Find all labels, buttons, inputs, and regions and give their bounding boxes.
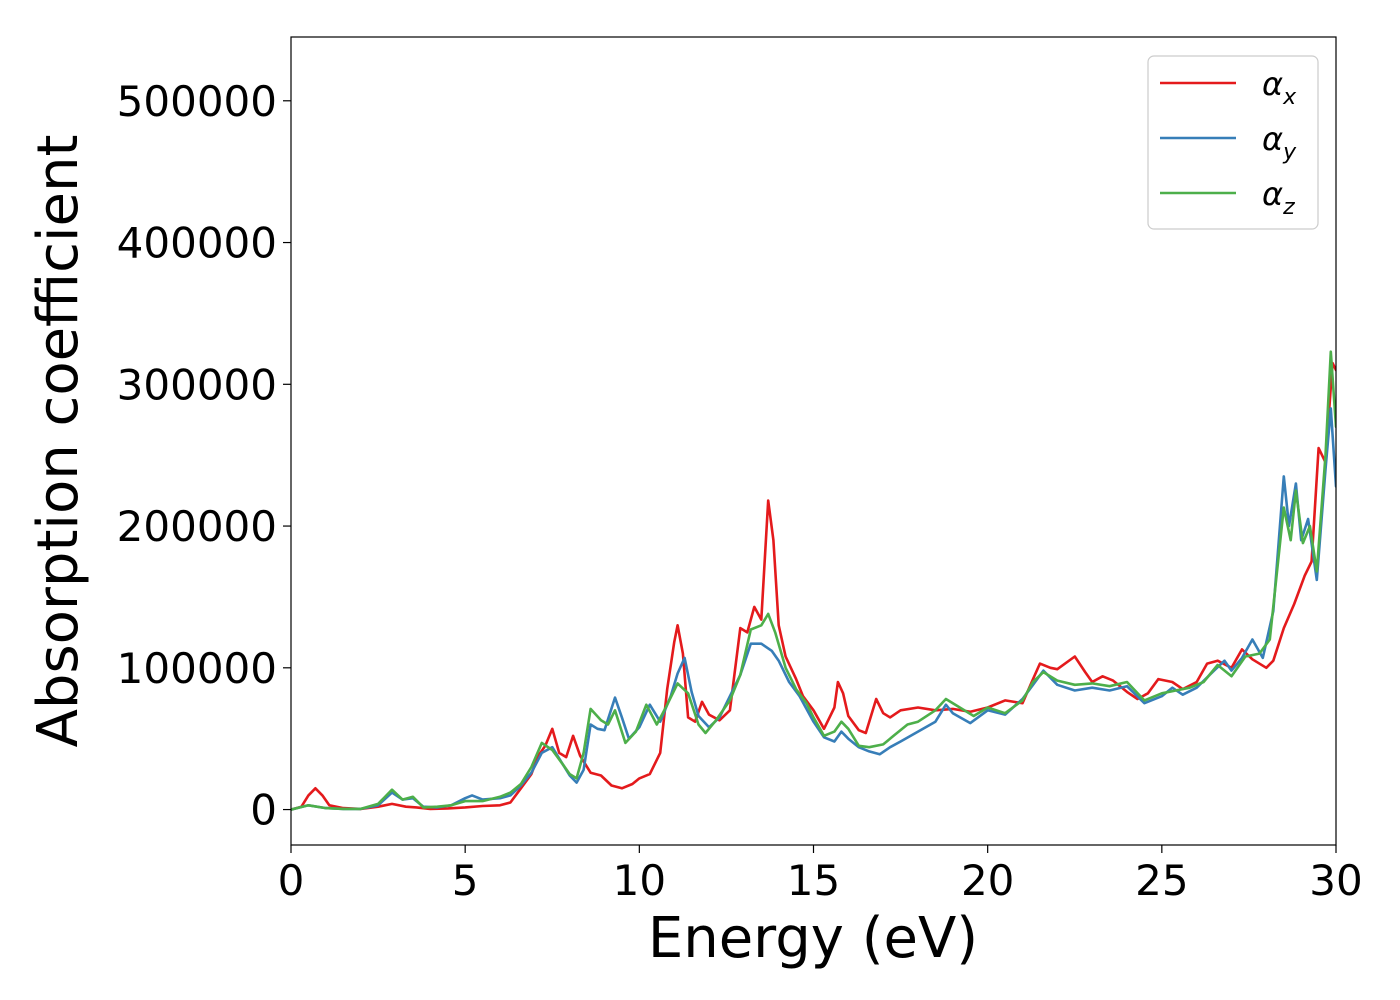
series-line-z (291, 350, 1336, 811)
y-tick-label: 500000 (117, 77, 277, 126)
legend-label-z: αz (1262, 175, 1295, 220)
x-tick-label: 10 (613, 856, 666, 905)
x-tick-label: 5 (452, 856, 479, 905)
y-axis-label: Absorption coefficient (26, 135, 91, 748)
y-tick-label: 300000 (117, 360, 277, 409)
y-axis: 0 100000 200000 300000 400000 500000 (117, 77, 291, 835)
legend-label-y: αy (1262, 120, 1297, 165)
series-line-x (291, 361, 1336, 811)
y-tick-label: 0 (250, 786, 277, 835)
x-tick-label: 15 (787, 856, 840, 905)
x-axis-label: Energy (eV) (648, 906, 978, 971)
y-tick-label: 400000 (117, 219, 277, 268)
legend-box (1147, 55, 1319, 230)
y-tick-label: 200000 (117, 502, 277, 551)
legend: αx αy αz (1147, 55, 1319, 230)
x-tick-label: 30 (1309, 856, 1362, 905)
x-tick-label: 25 (1135, 856, 1188, 905)
series-layer (291, 350, 1336, 811)
x-axis: 0 5 10 15 20 25 30 (278, 845, 1363, 905)
x-tick-label: 20 (961, 856, 1014, 905)
x-tick-label: 0 (278, 856, 305, 905)
legend-label-x: αx (1262, 65, 1297, 110)
y-tick-label: 100000 (117, 644, 277, 693)
